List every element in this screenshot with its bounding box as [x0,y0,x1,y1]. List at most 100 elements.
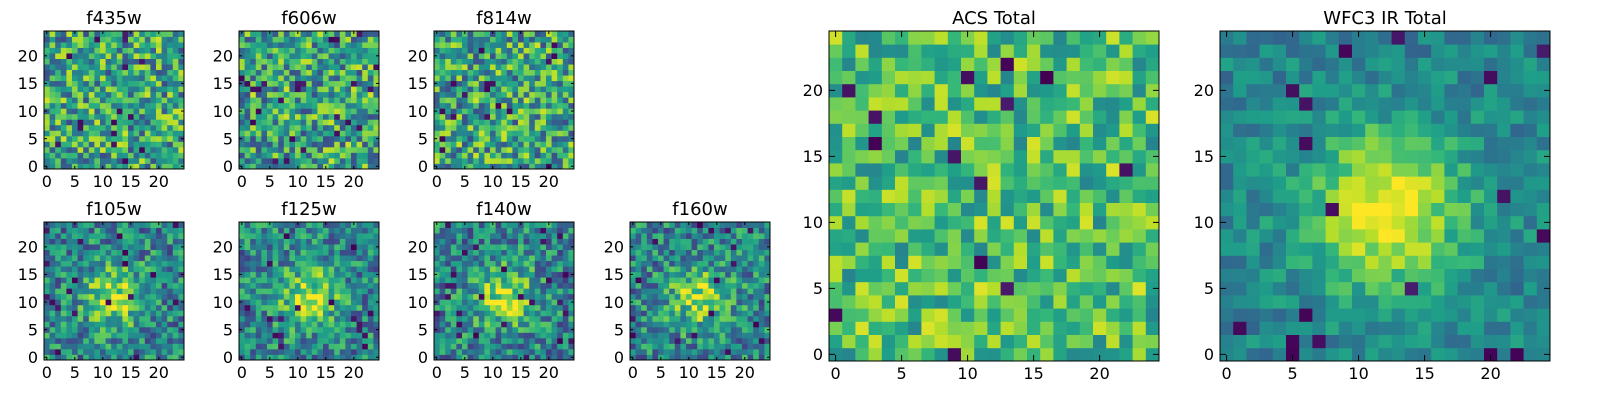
heatmap-cell [450,152,457,159]
heatmap-cell [434,75,440,82]
heatmap-cell [178,266,185,273]
heatmap-cell [478,354,485,361]
heatmap-cell [658,277,664,284]
heatmap-cell [250,69,257,76]
heatmap-cell [356,31,363,37]
heatmap-cell [283,163,290,170]
heatmap-cell [334,163,341,170]
heatmap-cell [300,31,307,37]
heatmap-cell [100,53,106,59]
heatmap-cell [714,332,720,339]
heatmap-cell [122,255,129,262]
heatmap-cell [512,157,519,164]
heatmap-cell [362,337,369,344]
heatmap-cell [44,332,50,339]
heatmap-cell [356,42,363,48]
heatmap-cell [669,244,676,250]
heatmap-cell [512,58,519,65]
heatmap-cell [714,233,720,239]
heatmap-cell [568,102,575,109]
heatmap-cell [540,36,547,43]
heatmap-cell [250,141,257,148]
heatmap-cell [306,304,313,311]
heatmap-cell [345,321,352,328]
heatmap-cell [961,255,975,269]
heatmap-cell [708,238,715,245]
heatmap-cell [66,31,73,37]
heatmap-cell [295,293,301,300]
heatmap-cell [328,108,335,115]
heatmap-cell [178,86,185,93]
heatmap-cell [317,141,324,148]
heatmap-cell [686,255,692,262]
heatmap-cell [1027,281,1041,296]
heatmap-cell [83,113,90,120]
heatmap-cell [328,304,335,311]
heatmap-cell [300,113,307,120]
heatmap-cell [49,244,56,250]
heatmap-cell [439,97,446,104]
heatmap-cell [947,242,962,256]
heatmap-cell [557,326,564,333]
heatmap-cell [351,47,357,54]
heatmap-cell [1145,242,1160,256]
heatmap-cell [267,36,273,43]
heatmap-cell [267,238,273,245]
heatmap-cell [105,244,112,250]
heatmap-cell [534,80,541,87]
heatmap-cell [473,163,480,170]
heatmap-cell [255,310,262,317]
heatmap-cell [534,102,541,109]
heatmap-cell [456,244,463,250]
heatmap-cell [434,119,440,126]
heatmap-cell [730,337,737,344]
heatmap-cell [551,146,558,153]
heatmap-cell [663,227,670,234]
heatmap-cell [172,80,179,87]
heatmap-cell [506,58,513,65]
heatmap-cell [663,238,670,245]
heatmap-cell [697,277,704,284]
heatmap-cell [450,69,457,76]
heatmap-cell [1132,321,1147,335]
heatmap-cell [764,288,771,295]
heatmap-cell [518,80,524,87]
heatmap-cell [351,69,357,76]
heatmap-cell [300,36,307,43]
heatmap-cell [478,152,485,159]
heatmap-cell [111,124,118,131]
heatmap-cell [317,238,324,245]
heatmap-cell [339,332,346,339]
heatmap-cell [855,308,869,322]
heatmap-cell [546,255,552,262]
heatmap-cell [139,146,146,153]
heatmap-cell [139,141,146,148]
heatmap-cell [445,97,452,104]
heatmap-cell [895,176,909,190]
heatmap-cell [278,304,285,311]
heatmap-cell [44,227,50,234]
heatmap-cell [351,141,357,148]
heatmap-cell [714,315,720,322]
heatmap-cell [501,244,508,250]
heatmap-cell [725,332,732,339]
heatmap-cell [83,80,90,87]
heatmap-cell [551,124,558,131]
heatmap-cell [546,304,552,311]
heatmap-cell [239,233,245,239]
heatmap-cell [557,58,564,65]
heatmap-cell [239,47,245,54]
heatmap-cell [356,255,363,262]
heatmap-cell [362,146,369,153]
heatmap-cell [306,255,313,262]
heatmap-cell [568,293,575,300]
heatmap-cell [1013,308,1028,322]
heatmap-cell [1119,268,1133,283]
heatmap-cell [250,80,257,87]
heatmap-cell [641,348,648,355]
heatmap-cell [753,310,760,317]
heatmap-cell [680,304,687,311]
heatmap-cell [144,86,151,93]
